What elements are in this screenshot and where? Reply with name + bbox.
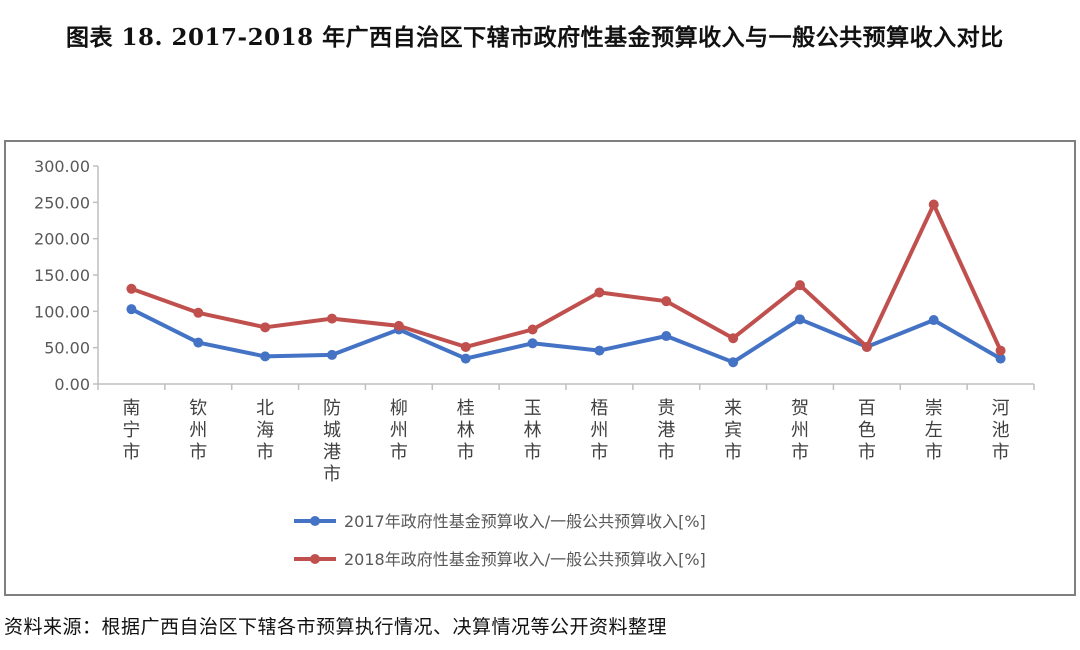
chart-frame <box>4 140 1076 596</box>
x-axis: 南宁市 钦州市 北海市 防城港市 柳州市 桂林市 玉林市 梧州市 贵港市 来宾市 贺州市 百色市 崇左市… <box>97 383 1035 485</box>
data-point <box>661 331 672 342</box>
data-point <box>327 349 337 360</box>
x-category-label: 河池市 <box>992 398 1010 463</box>
data-point <box>995 345 1006 356</box>
x-category-label: 桂林市 <box>457 398 475 463</box>
data-point <box>460 353 471 364</box>
x-category-label: 玉林市 <box>524 398 542 463</box>
data-point <box>795 314 805 325</box>
data-point <box>661 296 672 307</box>
data-point <box>193 307 204 318</box>
data-point <box>861 341 872 352</box>
line-chart: 300.00250.00200.00150.00100.0050.000.00 … <box>34 157 1035 569</box>
data-point <box>795 280 805 291</box>
data-point <box>594 345 605 356</box>
x-category-label: 贺州市 <box>791 398 809 463</box>
x-category-label: 贵港市 <box>657 398 675 463</box>
x-category-label: 北海市 <box>256 398 274 463</box>
x-category-label: 钦州市 <box>189 398 207 463</box>
data-point <box>928 199 939 210</box>
y-tick-label: 300.00 <box>34 157 90 176</box>
legend-marker-1 <box>310 516 320 526</box>
series-line-2 <box>129 202 1003 353</box>
x-category-label: 百色市 <box>858 398 876 463</box>
data-point <box>393 320 404 331</box>
legend-label-1: 2017年政府性基金预算收入/一般公共预算收入[%] <box>344 512 706 531</box>
series-lines <box>126 199 1006 368</box>
data-point <box>995 353 1006 364</box>
data-point <box>260 351 271 362</box>
data-point <box>594 287 605 298</box>
x-category-label: 梧州市 <box>590 398 608 463</box>
y-tick-label: 250.00 <box>34 193 90 212</box>
y-axis: 300.00 250.00 200.00 150.00 100.00 50.00 0.00 <box>34 157 99 394</box>
y-tick-label: 0.00 <box>54 375 90 394</box>
data-point <box>260 322 271 333</box>
y-tick-label: 100.00 <box>34 302 90 321</box>
data-point <box>527 324 538 335</box>
source-note: 资料来源：根据广西自治区下辖各市预算执行情况、决算情况等公开资料整理 <box>4 616 668 638</box>
data-point <box>527 338 538 349</box>
x-category-label: 柳州市 <box>390 398 408 463</box>
x-category-label: 南宁市 <box>122 398 140 463</box>
data-point <box>928 315 939 326</box>
x-category-label: 防城港市 <box>323 398 341 485</box>
legend-marker-2 <box>310 554 320 564</box>
legend: 2017年政府性基金预算收入/一般公共预算收入[%] 2018年政府性基金预算收入… <box>294 512 706 569</box>
data-point <box>460 341 471 352</box>
data-point <box>126 283 137 294</box>
x-category-label: 来宾市 <box>724 398 742 463</box>
x-category-label: 崇左市 <box>925 398 943 463</box>
data-point <box>728 357 739 368</box>
y-tick-label: 150.00 <box>34 266 90 285</box>
figure-title: 图表 18. 2017-2018 年广西自治区下辖市政府性基金预算收入与一般公共… <box>66 24 1004 51</box>
data-point <box>327 313 337 324</box>
data-point <box>126 304 137 315</box>
y-tick-label: 200.00 <box>34 230 90 249</box>
legend-label-2: 2018年政府性基金预算收入/一般公共预算收入[%] <box>344 550 706 569</box>
data-point <box>728 333 739 344</box>
y-tick-label: 50.00 <box>44 339 90 358</box>
data-point <box>193 337 204 348</box>
series-line-1 <box>129 307 1003 365</box>
